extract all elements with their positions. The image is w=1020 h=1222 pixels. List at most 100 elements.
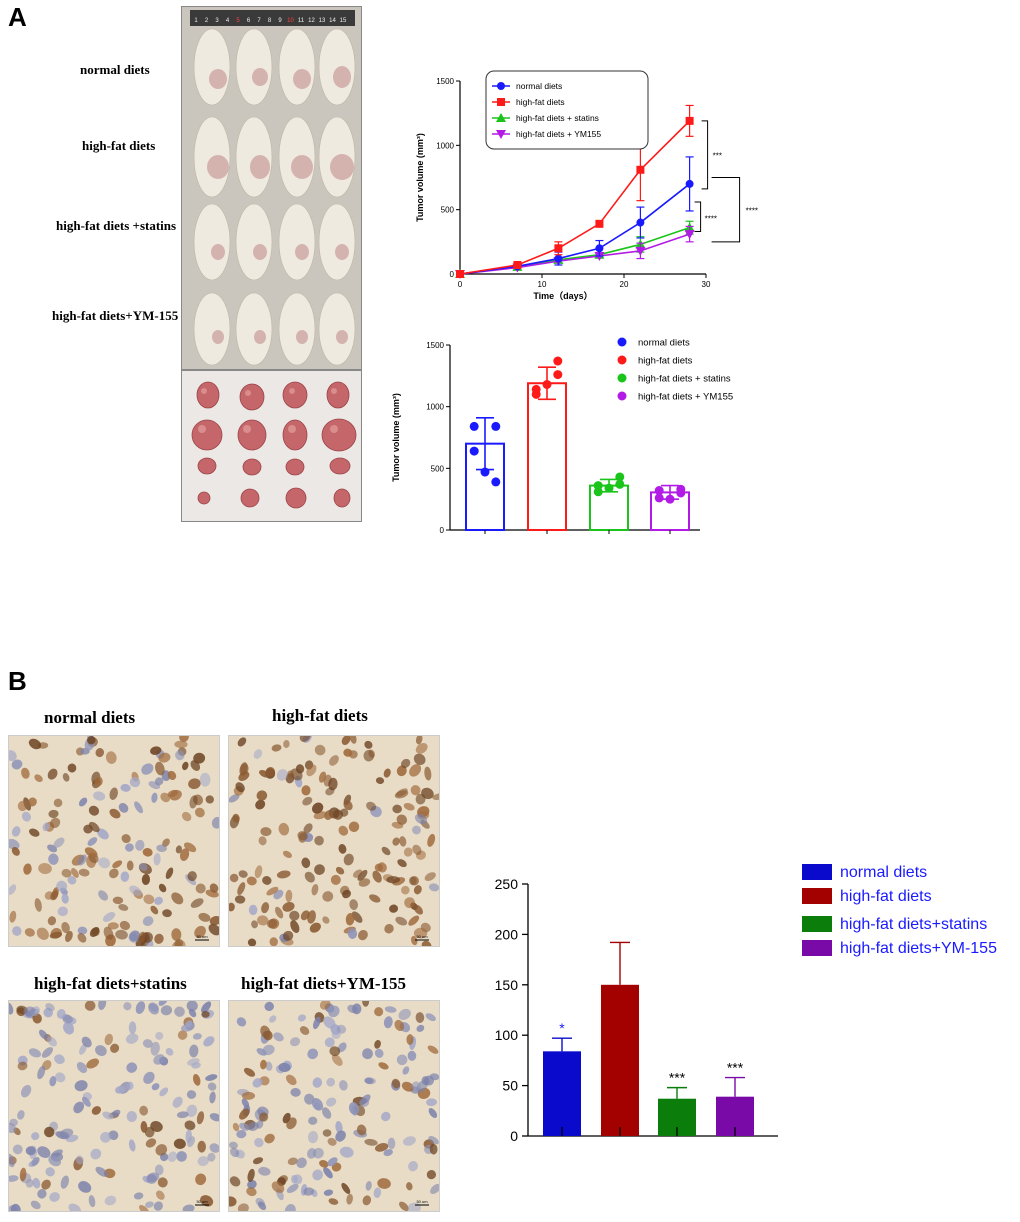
cell-nucleus <box>141 763 154 775</box>
ihc-label-statins: high-fat diets+statins <box>34 974 187 993</box>
bar-group-1 <box>527 356 567 534</box>
cell-nucleus <box>341 736 351 745</box>
cell-nucleus <box>387 1137 396 1150</box>
cell-nucleus <box>403 847 413 857</box>
cell-nucleus <box>324 1037 335 1048</box>
cell-nucleus <box>235 782 245 793</box>
significance-label: * <box>559 1020 565 1036</box>
cell-nucleus <box>36 927 49 940</box>
cell-nucleus <box>181 811 192 822</box>
cell-nucleus <box>153 853 161 866</box>
cell-nucleus <box>229 1176 241 1187</box>
cell-nucleus <box>313 1016 321 1030</box>
cell-nucleus <box>301 857 311 869</box>
cell-nucleus <box>311 883 319 896</box>
y-tick-label: 1000 <box>436 141 454 150</box>
cell-nucleus <box>143 1071 155 1084</box>
cell-nucleus <box>134 801 143 814</box>
y-tick-label: 100 <box>495 1027 519 1043</box>
cell-nucleus <box>399 1201 409 1211</box>
cell-nucleus <box>62 1014 74 1024</box>
cell-nucleus <box>297 1014 307 1022</box>
legend-swatch <box>802 864 832 880</box>
cell-nucleus <box>100 1131 112 1143</box>
cell-nucleus <box>125 843 134 852</box>
cell-nucleus <box>276 769 288 781</box>
cell-nucleus <box>28 738 42 750</box>
cell-nucleus <box>209 1113 219 1122</box>
cell-nucleus <box>254 1137 264 1148</box>
cell-nucleus <box>118 802 129 813</box>
cell-nucleus <box>327 1157 338 1167</box>
panel-label-b: B <box>8 666 27 696</box>
ihc-label-ym155: high-fat diets+YM-155 <box>241 974 407 993</box>
cell-nucleus <box>427 833 436 847</box>
cell-nucleus <box>153 1054 165 1065</box>
cell-nucleus <box>126 860 134 871</box>
cell-nucleus <box>128 1021 137 1035</box>
cell-nucleus <box>342 889 351 899</box>
cell-nucleus <box>192 1074 201 1086</box>
data-point <box>685 179 694 188</box>
data-point <box>491 421 501 431</box>
cell-nucleus <box>11 847 20 856</box>
cell-nucleus <box>338 844 347 854</box>
cell-nucleus <box>373 1187 382 1199</box>
cell-nucleus <box>54 1054 65 1065</box>
cell-nucleus <box>77 933 87 943</box>
cell-nucleus <box>139 1204 150 1211</box>
cell-nucleus <box>383 768 391 778</box>
cell-nucleus <box>236 1017 247 1027</box>
data-point <box>654 493 664 503</box>
cell-nucleus <box>155 1144 168 1156</box>
cell-nucleus <box>179 848 190 861</box>
cell-nucleus <box>107 922 119 930</box>
ihc-image-ym155: 50 um <box>228 1000 440 1212</box>
cell-nucleus <box>57 906 69 917</box>
ruler-number: 9 <box>278 18 282 24</box>
tumors-photo <box>181 370 362 522</box>
cell-nucleus <box>49 931 63 939</box>
cell-nucleus <box>154 777 164 786</box>
cell-nucleus <box>307 1130 319 1144</box>
cell-nucleus <box>282 1112 291 1124</box>
cell-nucleus <box>335 866 345 875</box>
cell-nucleus <box>9 1122 16 1134</box>
cell-nucleus <box>74 1080 88 1092</box>
cell-nucleus <box>384 1006 397 1013</box>
cell-nucleus <box>175 845 182 854</box>
cell-nucleus <box>61 868 72 878</box>
cell-nucleus <box>171 928 182 941</box>
cell-nucleus <box>413 753 426 766</box>
cell-nucleus <box>48 853 59 865</box>
cell-nucleus <box>372 870 382 883</box>
cell-nucleus <box>374 1007 384 1017</box>
cell-nucleus <box>25 1179 34 1188</box>
cell-nucleus <box>258 769 270 778</box>
cell-nucleus <box>229 873 239 883</box>
cell-nucleus <box>21 811 31 822</box>
cell-nucleus <box>195 883 206 894</box>
cell-nucleus <box>172 1096 183 1108</box>
cell-nucleus <box>81 1096 91 1107</box>
cell-nucleus <box>330 874 341 885</box>
mice-label-normal: normal diets <box>80 62 150 77</box>
y-tick-label: 250 <box>495 876 519 892</box>
bar <box>601 984 639 1136</box>
cell-nucleus <box>209 1143 219 1153</box>
cell-nucleus <box>289 1037 301 1047</box>
cell-nucleus <box>129 885 142 897</box>
cell-nucleus <box>138 863 148 871</box>
cell-nucleus <box>115 1085 126 1094</box>
bar <box>527 382 567 531</box>
cell-nucleus <box>115 929 128 940</box>
ruler-number: 12 <box>308 18 315 24</box>
cell-nucleus <box>209 883 219 893</box>
cell-nucleus <box>428 1108 438 1118</box>
ruler-number: 8 <box>268 18 272 24</box>
cell-nucleus <box>346 1193 353 1205</box>
cell-nucleus <box>129 777 141 788</box>
cell-nucleus <box>68 1203 82 1211</box>
cell-nucleus <box>91 1106 102 1115</box>
cell-nucleus <box>284 1204 296 1211</box>
